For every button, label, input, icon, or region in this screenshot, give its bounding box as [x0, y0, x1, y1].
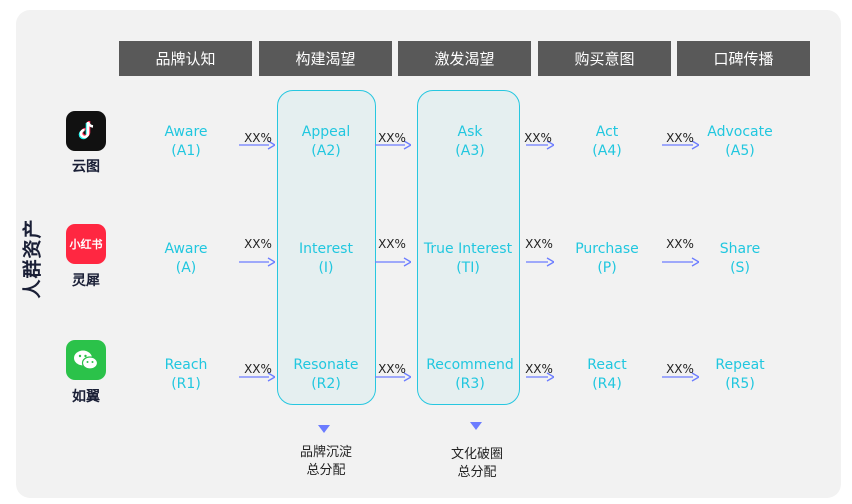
transition-rate-label: XX% [244, 237, 272, 251]
platform-name-3: 如翼 [72, 389, 100, 405]
stage-header-2: 构建渴望 [259, 41, 392, 76]
transition-rate-label: XX% [666, 131, 694, 145]
stage-header-1: 品牌认知 [119, 41, 252, 76]
down-triangle-icon [318, 425, 330, 433]
transition-rate-label: XX% [524, 131, 552, 145]
note-brand-accumulation: 品牌沉淀 总分配 [299, 445, 352, 478]
node-row2-col4: Purchase (P) [575, 241, 639, 276]
arrow-icon [375, 256, 411, 268]
node-row1-col5: Advocate (A5) [707, 124, 773, 159]
arrow-icon [239, 139, 275, 151]
stage-header-5: 口碑传播 [677, 41, 810, 76]
arrow-icon [662, 139, 699, 151]
transition-rate-label: XX% [378, 131, 406, 145]
node-row2-col1: Aware (A) [164, 241, 208, 276]
arrow-icon [239, 256, 275, 268]
transition-rate-label: XX% [244, 131, 272, 145]
xiaohongshu-logo-text: 小红书 [69, 238, 103, 251]
platform-name-2: 灵犀 [72, 273, 100, 289]
node-row3-col3: Recommend (R3) [426, 357, 514, 392]
node-row1-col1: Aware (A1) [164, 124, 208, 159]
note-culture-breakout: 文化破圈 总分配 [450, 447, 503, 480]
arrow-icon [375, 139, 411, 151]
node-row1-col2: Appeal (A2) [301, 124, 351, 159]
side-label: 人群资产 [18, 208, 44, 308]
xiaohongshu-icon: 小红书 [66, 224, 106, 264]
transition-rate-label: XX% [525, 362, 553, 376]
transition-rate-label: XX% [666, 362, 694, 376]
arrow-icon [662, 371, 699, 383]
down-triangle-icon [470, 422, 482, 430]
node-row2-col3: True Interest (TI) [423, 241, 513, 276]
transition-rate-label: XX% [666, 237, 694, 251]
node-row3-col5: Repeat (R5) [715, 357, 765, 392]
side-label-text: 人群资产 [21, 217, 44, 299]
highlight-column-2 [277, 90, 376, 405]
transition-rate-label: XX% [378, 237, 406, 251]
stage-header-3: 激发渴望 [398, 41, 531, 76]
wechat-icon [66, 340, 106, 380]
node-row3-col2: Resonate (R2) [293, 357, 359, 392]
node-row2-col2: Interest (I) [299, 241, 353, 276]
highlight-column-3 [417, 90, 520, 405]
node-row2-col5: Share (S) [719, 241, 761, 276]
platform-name-1: 云图 [72, 159, 100, 175]
tiktok-icon [66, 111, 106, 151]
arrow-icon [526, 371, 554, 383]
arrow-icon [662, 256, 699, 268]
node-row3-col1: Reach (R1) [164, 357, 208, 392]
arrow-icon [526, 256, 554, 268]
transition-rate-label: XX% [525, 237, 553, 251]
arrow-icon [375, 371, 411, 383]
arrow-icon [239, 371, 275, 383]
arrow-icon [526, 139, 554, 151]
stage-header-4: 购买意图 [538, 41, 671, 76]
transition-rate-label: XX% [244, 362, 272, 376]
node-row1-col3: Ask (A3) [455, 124, 485, 159]
node-row3-col4: React (R4) [587, 357, 627, 392]
node-row1-col4: Act (A4) [592, 124, 622, 159]
transition-rate-label: XX% [378, 362, 406, 376]
